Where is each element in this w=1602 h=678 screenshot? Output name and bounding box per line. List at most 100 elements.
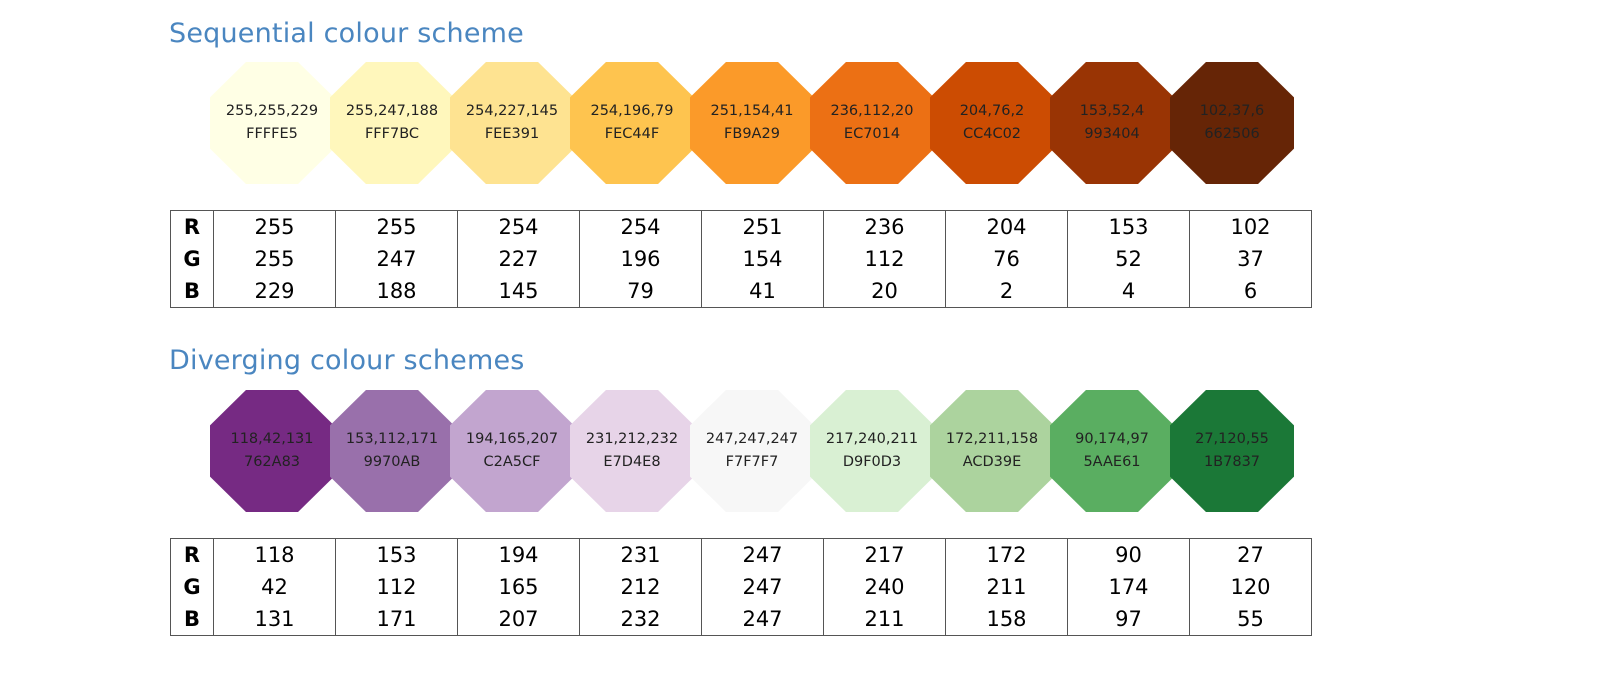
diverging-swatch: 118,42,131 762A83 xyxy=(210,390,334,512)
sequential-swatch: 254,227,145 FEE391 xyxy=(450,62,574,184)
swatch-hex-label: FEC44F xyxy=(604,126,660,142)
channel-value-cell: 247 xyxy=(701,571,824,603)
channel-value-cell: 172 xyxy=(945,538,1068,571)
diverging-swatch: 194,165,207 C2A5CF xyxy=(450,390,574,512)
swatch-hex-label: 662506 xyxy=(1204,126,1260,142)
channel-value-cell: 154 xyxy=(701,243,824,275)
swatch-hex-label: D9F0D3 xyxy=(842,454,902,470)
sequential-swatch: 153,52,4 993404 xyxy=(1050,62,1174,184)
channel-value-cell: 196 xyxy=(579,243,702,275)
swatch-hex-label: FEE391 xyxy=(484,126,540,142)
swatch-hex-label: 5AAE61 xyxy=(1083,454,1141,470)
channel-label: G xyxy=(170,243,214,275)
swatch-rgb-label: 27,120,55 xyxy=(1195,431,1269,447)
channel-value-cell: 232 xyxy=(579,603,702,636)
channel-value-cell: 153 xyxy=(335,538,458,571)
channel-value-cell: 255 xyxy=(213,243,336,275)
swatch-rgb-label: 194,165,207 xyxy=(465,431,559,447)
swatch-rgb-label: 255,247,188 xyxy=(345,103,439,119)
channel-value-cell: 231 xyxy=(579,538,702,571)
swatch-hex-label: E7D4E8 xyxy=(603,454,661,470)
channel-value-cell: 42 xyxy=(213,571,336,603)
channel-value-cell: 37 xyxy=(1189,243,1312,275)
diverging-scheme-title: Diverging colour schemes xyxy=(169,345,525,376)
sequential-swatch: 254,196,79 FEC44F xyxy=(570,62,694,184)
diverging-swatch: 231,212,232 E7D4E8 xyxy=(570,390,694,512)
table-row: G 42 112 165 212 247 240 211 174 120 xyxy=(170,571,1312,603)
swatch-hex-label: CC4C02 xyxy=(962,126,1022,142)
channel-value-cell: 4 xyxy=(1067,275,1190,308)
table-row: B 229 188 145 79 41 20 2 4 6 xyxy=(170,275,1312,308)
swatch-rgb-label: 90,174,97 xyxy=(1075,431,1149,447)
channel-label: G xyxy=(170,571,214,603)
channel-value-cell: 194 xyxy=(457,538,580,571)
swatch-rgb-label: 118,42,131 xyxy=(230,431,314,447)
sequential-swatch: 251,154,41 FB9A29 xyxy=(690,62,814,184)
swatch-hex-label: FB9A29 xyxy=(724,126,780,142)
channel-value-cell: 211 xyxy=(823,603,946,636)
swatch-rgb-label: 236,112,20 xyxy=(830,103,914,119)
channel-value-cell: 247 xyxy=(701,603,824,636)
sequential-swatch: 102,37,6 662506 xyxy=(1170,62,1294,184)
swatch-rgb-label: 217,240,211 xyxy=(825,431,919,447)
channel-value-cell: 20 xyxy=(823,275,946,308)
channel-value-cell: 120 xyxy=(1189,571,1312,603)
channel-value-cell: 27 xyxy=(1189,538,1312,571)
channel-value-cell: 2 xyxy=(945,275,1068,308)
channel-value-cell: 188 xyxy=(335,275,458,308)
channel-value-cell: 236 xyxy=(823,210,946,243)
channel-value-cell: 247 xyxy=(335,243,458,275)
sequential-swatch: 236,112,20 EC7014 xyxy=(810,62,934,184)
sequential-swatch: 204,76,2 CC4C02 xyxy=(930,62,1054,184)
diverging-rgb-table: R 118 153 194 231 247 217 172 90 27 G 42 112 165 212 24… xyxy=(170,538,1312,636)
channel-value-cell: 153 xyxy=(1067,210,1190,243)
sequential-scheme-title: Sequential colour scheme xyxy=(169,18,524,49)
channel-value-cell: 6 xyxy=(1189,275,1312,308)
table-row: G 255 247 227 196 154 112 76 52 37 xyxy=(170,243,1312,275)
swatch-rgb-label: 204,76,2 xyxy=(959,103,1025,119)
channel-value-cell: 102 xyxy=(1189,210,1312,243)
channel-value-cell: 247 xyxy=(701,538,824,571)
diverging-swatch: 247,247,247 F7F7F7 xyxy=(690,390,814,512)
channel-label: B xyxy=(170,603,214,636)
swatch-rgb-label: 251,154,41 xyxy=(710,103,794,119)
swatch-hex-label: 993404 xyxy=(1084,126,1140,142)
channel-value-cell: 55 xyxy=(1189,603,1312,636)
swatch-hex-label: 762A83 xyxy=(243,454,301,470)
swatch-hex-label: F7F7F7 xyxy=(725,454,779,470)
channel-value-cell: 227 xyxy=(457,243,580,275)
channel-label: R xyxy=(170,210,214,243)
channel-value-cell: 97 xyxy=(1067,603,1190,636)
channel-value-cell: 131 xyxy=(213,603,336,636)
table-row: R 255 255 254 254 251 236 204 153 102 xyxy=(170,210,1312,243)
sequential-swatch: 255,255,229 FFFFE5 xyxy=(210,62,334,184)
channel-value-cell: 90 xyxy=(1067,538,1190,571)
swatch-rgb-label: 254,227,145 xyxy=(465,103,559,119)
channel-value-cell: 118 xyxy=(213,538,336,571)
channel-value-cell: 112 xyxy=(823,243,946,275)
swatch-rgb-label: 255,255,229 xyxy=(225,103,319,119)
swatch-hex-label: EC7014 xyxy=(843,126,901,142)
sequential-swatch: 255,247,188 FFF7BC xyxy=(330,62,454,184)
channel-value-cell: 254 xyxy=(579,210,702,243)
swatch-hex-label: C2A5CF xyxy=(483,454,541,470)
channel-value-cell: 212 xyxy=(579,571,702,603)
channel-value-cell: 145 xyxy=(457,275,580,308)
channel-value-cell: 207 xyxy=(457,603,580,636)
diverging-swatch: 153,112,171 9970AB xyxy=(330,390,454,512)
channel-value-cell: 204 xyxy=(945,210,1068,243)
swatch-rgb-label: 254,196,79 xyxy=(590,103,674,119)
channel-label: B xyxy=(170,275,214,308)
channel-value-cell: 251 xyxy=(701,210,824,243)
swatch-hex-label: ACD39E xyxy=(962,454,1022,470)
swatch-hex-label: 9970AB xyxy=(363,454,421,470)
swatch-rgb-label: 172,211,158 xyxy=(945,431,1039,447)
swatch-hex-label: FFF7BC xyxy=(364,126,420,142)
swatch-rgb-label: 102,37,6 xyxy=(1199,103,1265,119)
channel-value-cell: 255 xyxy=(213,210,336,243)
diverging-swatch: 172,211,158 ACD39E xyxy=(930,390,1054,512)
channel-value-cell: 174 xyxy=(1067,571,1190,603)
diverging-swatch: 217,240,211 D9F0D3 xyxy=(810,390,934,512)
swatch-rgb-label: 153,52,4 xyxy=(1079,103,1145,119)
swatch-hex-label: 1B7837 xyxy=(1203,454,1261,470)
